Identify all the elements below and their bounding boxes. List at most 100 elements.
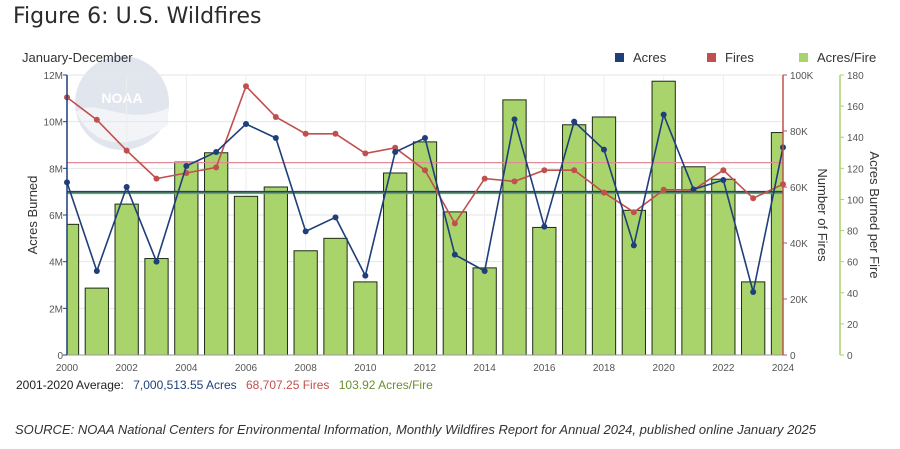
legend-item-acres-per-fire[interactable]: Acres/Fire (799, 50, 876, 65)
svg-text:NOAA: NOAA (101, 90, 142, 106)
bar-acres-per-fire (144, 258, 169, 356)
acres-point (422, 135, 428, 141)
legend-label-acres: Acres (633, 50, 667, 65)
bar-acres-per-fire (562, 124, 587, 356)
averages-label: 2001-2020 Average: (16, 378, 124, 392)
y-tick-label-acres-per-fire: 180 (847, 71, 864, 82)
bar-acres-per-fire (293, 250, 318, 356)
y-tick-label-acres-per-fire: 80 (847, 227, 859, 238)
acres-point (362, 272, 369, 279)
acres-point (243, 121, 249, 127)
fires-point (123, 147, 130, 154)
y-tick-label-acres-per-fire: 60 (847, 258, 859, 269)
y-tick-label-fires: 60K (790, 183, 808, 194)
wildfires-chart: NOAA 02M4M6M8M10M12M020K40K60K80K100K020… (25, 56, 882, 374)
bar-acres-per-fire (114, 203, 139, 356)
acres-point (302, 228, 309, 235)
fires-point (511, 178, 518, 185)
axes (63, 74, 844, 356)
bar-acres-per-fire (711, 178, 736, 356)
x-tick-label: 2006 (235, 363, 258, 374)
acres-point (272, 135, 279, 141)
noaa-logo-watermark: NOAA (75, 56, 169, 150)
fires-point (481, 175, 488, 182)
figure-title: Figure 6: U.S. Wildfires (13, 4, 262, 29)
y-tick-label-acres-per-fire: 160 (847, 102, 864, 113)
fires-point (362, 150, 369, 157)
fires-point (720, 167, 727, 174)
bar-acres-per-fire (532, 226, 557, 356)
bar-acres-per-fire (472, 267, 497, 356)
legend-item-acres[interactable]: Acres (615, 50, 666, 65)
y-tick-label-acres-per-fire: 120 (847, 164, 864, 175)
fires-point (422, 167, 428, 174)
bar-acres-per-fire (383, 172, 408, 356)
acres-point (541, 223, 548, 230)
bar-acres-per-fire (204, 152, 229, 356)
y-axis-label-fires: Number of Fires (815, 168, 830, 262)
x-tick-label: 2016 (533, 363, 556, 374)
y-tick-label-acres-per-fire: 20 (847, 320, 859, 331)
legend-swatch-fires (707, 53, 716, 62)
source-note: SOURCE: NOAA National Centers for Enviro… (15, 422, 816, 437)
bar-acres-per-fire (84, 287, 109, 356)
line-series-fires (64, 83, 786, 227)
legend-swatch-acres (615, 53, 624, 62)
fires-point (213, 164, 220, 171)
y-tick-label-fires: 100K (790, 71, 814, 82)
fires-point (332, 130, 339, 137)
legend-label-acres-per-fire: Acres/Fire (817, 50, 877, 65)
acres-point (392, 149, 399, 155)
y-tick-label-acres-per-fire: 100 (847, 195, 864, 206)
fires-point (750, 195, 757, 202)
acres-point (630, 242, 637, 249)
line-series-acres (64, 111, 786, 295)
x-tick-label: 2004 (175, 363, 198, 374)
x-tick-label: 2020 (653, 363, 676, 374)
x-tick-label: 2024 (772, 363, 795, 374)
fires-point (571, 167, 578, 174)
tick-labels: 0 2M 4M 6M 8M 10M 12M 0 20K 40K 60K 80K 100K 0 20 40 60 8… (44, 71, 865, 374)
acres-point (750, 289, 757, 295)
fires-point (601, 189, 607, 196)
acres-point (213, 149, 220, 155)
acres-point (183, 163, 190, 169)
average-fires: 68,707.25 Fires (245, 378, 330, 392)
acres-point (93, 268, 100, 274)
x-tick-label: 2000 (56, 363, 79, 374)
fires-point (392, 144, 399, 151)
bar-acres-per-fire (770, 132, 784, 356)
y-tick-label-acres: 12M (44, 71, 63, 82)
bar-acres-per-fire (353, 281, 378, 356)
acres-point (481, 268, 488, 274)
y-tick-label-acres: 0 (57, 351, 63, 362)
bar-acres-per-fire (263, 186, 288, 356)
bar-acres-per-fire (323, 237, 348, 356)
fires-point (272, 114, 279, 120)
acres-point (720, 177, 727, 183)
y-tick-label-acres: 4M (49, 258, 63, 269)
bar-acres-per-fire (621, 209, 646, 356)
legend-swatch-acres-per-fire (799, 53, 808, 62)
y-tick-label-acres: 8M (49, 164, 63, 175)
y-tick-label-fires: 0 (790, 351, 796, 362)
acres-point (601, 146, 607, 153)
bar-acres-per-fire (442, 211, 467, 356)
fires-point (153, 175, 160, 182)
acres-point (571, 118, 578, 125)
y-tick-label-acres: 2M (49, 304, 63, 315)
x-tick-label: 2014 (474, 363, 497, 374)
x-tick-label: 2022 (712, 363, 735, 374)
acres-point (451, 251, 458, 258)
fires-point (93, 116, 100, 123)
y-tick-label-acres-per-fire: 0 (847, 351, 853, 362)
bar-acres-per-fire (66, 223, 80, 356)
bar-acres-per-fire (681, 166, 706, 356)
x-tick-label: 2018 (593, 363, 616, 374)
legend-item-fires[interactable]: Fires (707, 50, 754, 65)
fires-point (451, 220, 458, 227)
y-tick-label-acres: 6M (49, 211, 63, 222)
y-tick-label-fires: 80K (790, 127, 808, 138)
bar-series-acres-per-fire (66, 80, 784, 356)
bar-acres-per-fire (502, 99, 527, 356)
